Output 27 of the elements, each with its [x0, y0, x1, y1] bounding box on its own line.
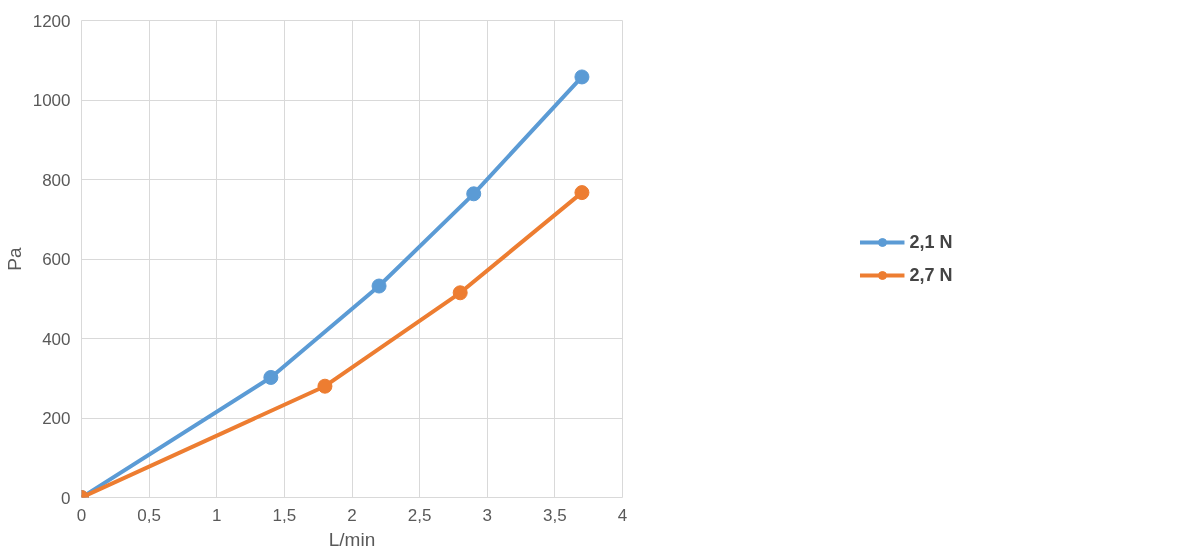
x-tick-label: 3: [482, 505, 492, 525]
x-axis-title: L/min: [328, 528, 376, 550]
y-tick-label: 200: [42, 409, 71, 428]
x-tick-label: 1,5: [272, 505, 297, 525]
x-tick-label: 4: [617, 505, 628, 525]
x-tick-label: 2,5: [407, 505, 432, 525]
x-tick-label: 2: [347, 505, 357, 525]
y-tick-label: 0: [61, 488, 71, 508]
point: [263, 369, 279, 385]
point: [452, 285, 468, 301]
legend-label: 2,7 N: [909, 264, 953, 286]
legend-label: 2,1 N: [909, 231, 953, 253]
point: [317, 378, 333, 394]
point: [574, 69, 590, 85]
y-tick-label: 800: [42, 170, 71, 190]
x-tick-label: 1: [212, 505, 222, 525]
y-tick-label: 1000: [32, 91, 71, 110]
y-tick-label: 400: [42, 329, 71, 349]
x-tick-label: 0,5: [137, 505, 161, 525]
y-tick-label: 600: [42, 250, 71, 269]
point: [574, 185, 590, 201]
x-tick-label: 3,5: [543, 505, 567, 525]
y-axis-title: Pa: [3, 246, 25, 271]
point: [371, 278, 387, 294]
y-tick-label: 1200: [32, 11, 71, 31]
x-tick-label: 0: [76, 505, 87, 525]
point: [466, 186, 482, 202]
